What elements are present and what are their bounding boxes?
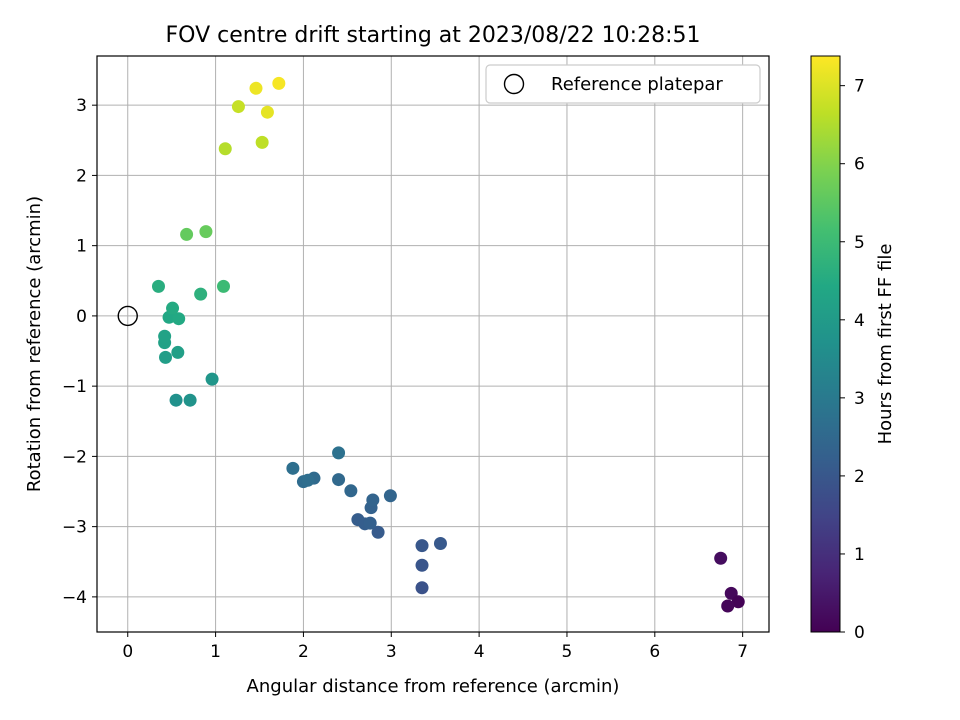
data-point bbox=[159, 350, 173, 364]
colorbar-tick-label: 6 bbox=[854, 155, 865, 175]
colorbar-label: Hours from first FF file bbox=[875, 244, 896, 445]
data-point bbox=[172, 312, 186, 326]
data-point bbox=[286, 461, 300, 475]
data-point bbox=[255, 135, 269, 149]
x-tick-label: 5 bbox=[562, 642, 573, 662]
data-point bbox=[714, 551, 728, 565]
x-tick-label: 2 bbox=[298, 642, 309, 662]
data-point bbox=[344, 484, 358, 498]
y-tick-label: −2 bbox=[62, 447, 87, 467]
data-point bbox=[366, 493, 380, 507]
data-point bbox=[332, 473, 346, 487]
colorbar-tick-label: 0 bbox=[854, 623, 865, 643]
colorbar-tick-label: 7 bbox=[854, 77, 865, 97]
colorbar-tick-label: 2 bbox=[854, 467, 865, 487]
data-point bbox=[433, 536, 447, 550]
x-tick-label: 7 bbox=[737, 642, 748, 662]
x-tick-label: 6 bbox=[649, 642, 660, 662]
legend-box bbox=[485, 64, 761, 104]
y-axis-ticks: −4 −3 −2 −1 0 1 2 3 bbox=[62, 96, 97, 608]
data-point bbox=[158, 329, 172, 343]
colorbar-tick-label: 5 bbox=[854, 233, 865, 253]
data-point bbox=[199, 225, 213, 239]
data-point bbox=[183, 393, 197, 407]
legend: Reference platepar bbox=[485, 64, 761, 104]
colorbar-gradient bbox=[811, 56, 840, 632]
y-tick-label: 3 bbox=[76, 96, 87, 116]
y-tick-label: 2 bbox=[76, 166, 87, 186]
data-point bbox=[205, 372, 219, 386]
legend-reference-marker bbox=[503, 73, 525, 95]
data-point bbox=[171, 345, 185, 359]
colorbar-tick-label: 3 bbox=[854, 389, 865, 409]
grid-lines bbox=[97, 56, 769, 632]
colorbar-ticks: 0 1 2 3 4 5 6 7 bbox=[840, 77, 865, 643]
y-axis-label: Rotation from reference (arcmin) bbox=[24, 196, 45, 492]
data-point bbox=[169, 393, 183, 407]
data-points bbox=[151, 76, 745, 613]
colorbar-tick-label: 4 bbox=[854, 311, 865, 331]
data-point bbox=[332, 446, 346, 460]
colorbar-tick-label: 1 bbox=[854, 545, 865, 565]
data-point bbox=[194, 287, 208, 301]
data-point bbox=[151, 279, 165, 293]
data-point bbox=[260, 105, 274, 119]
chart-title: FOV centre drift starting at 2023/08/22 … bbox=[166, 23, 701, 48]
x-axis-label: Angular distance from reference (arcmin) bbox=[247, 676, 620, 697]
y-tick-label: −4 bbox=[62, 588, 87, 608]
data-point bbox=[301, 473, 315, 487]
data-point bbox=[721, 599, 735, 613]
reference-platepar-marker bbox=[117, 305, 138, 327]
y-tick-label: 1 bbox=[76, 237, 87, 257]
data-point bbox=[180, 227, 194, 241]
plot-frame bbox=[96, 55, 770, 633]
data-point bbox=[415, 558, 429, 572]
data-point bbox=[363, 516, 377, 530]
data-point bbox=[249, 81, 263, 95]
x-tick-label: 3 bbox=[386, 642, 397, 662]
data-point bbox=[415, 581, 429, 595]
data-point bbox=[731, 595, 745, 609]
colorbar-frame bbox=[810, 55, 841, 633]
y-tick-label: −3 bbox=[62, 518, 87, 538]
x-tick-label: 0 bbox=[122, 642, 133, 662]
x-tick-label: 1 bbox=[210, 642, 221, 662]
data-point bbox=[216, 279, 230, 293]
data-point bbox=[371, 525, 385, 539]
data-point bbox=[383, 489, 397, 503]
data-point bbox=[218, 142, 232, 156]
x-axis-ticks: 0 1 2 3 4 5 6 7 bbox=[122, 632, 748, 662]
y-tick-label: 0 bbox=[76, 307, 87, 327]
data-point bbox=[231, 100, 245, 114]
colorbar: 0 1 2 3 4 5 6 7 Hours from first FF file bbox=[810, 55, 896, 643]
legend-entry-label: Reference platepar bbox=[551, 74, 723, 95]
data-point bbox=[415, 539, 429, 553]
reference-marker-layer bbox=[117, 305, 138, 327]
data-point bbox=[272, 76, 286, 90]
data-point bbox=[166, 301, 180, 315]
y-tick-label: −1 bbox=[62, 377, 87, 397]
x-tick-label: 4 bbox=[474, 642, 485, 662]
